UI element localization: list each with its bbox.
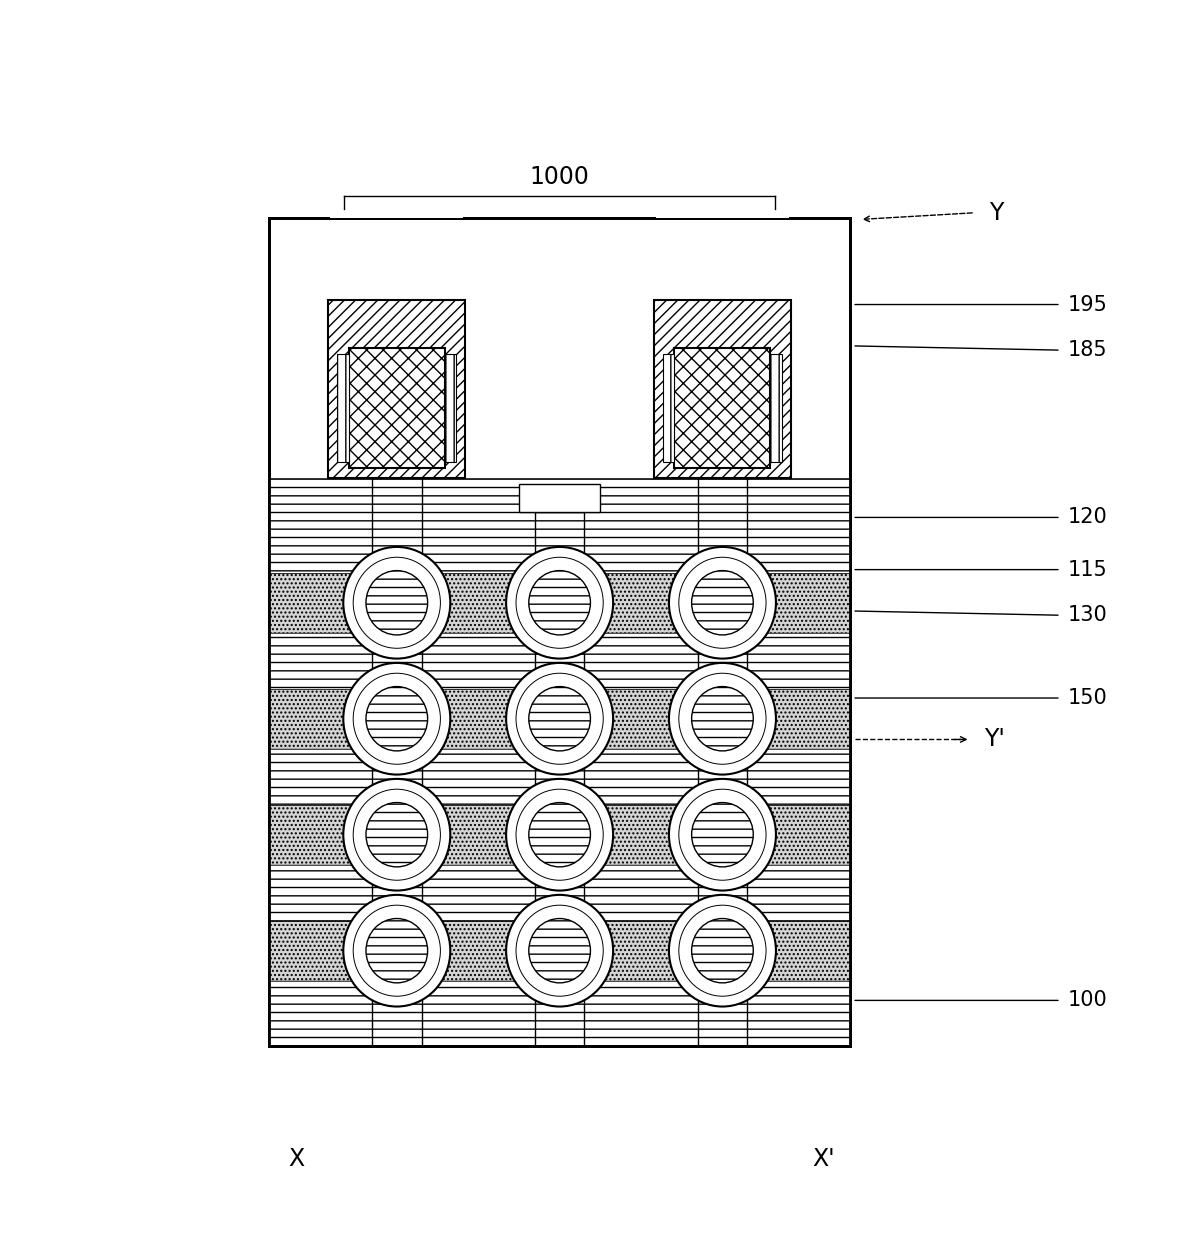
Circle shape (516, 673, 603, 764)
Circle shape (366, 570, 428, 636)
Bar (654, 300, 791, 478)
Circle shape (669, 547, 777, 658)
Circle shape (506, 894, 613, 1007)
Circle shape (692, 803, 753, 867)
Circle shape (366, 687, 428, 751)
Bar (674, 348, 771, 468)
Bar (535, 512, 585, 1046)
Bar (269, 478, 850, 573)
Bar (269, 689, 850, 748)
Circle shape (354, 557, 441, 648)
Bar (269, 478, 850, 573)
Text: 115: 115 (1067, 559, 1108, 579)
Text: 195: 195 (1067, 294, 1108, 314)
Text: 100: 100 (1067, 991, 1108, 1011)
Circle shape (343, 894, 450, 1007)
Text: 130: 130 (1067, 605, 1108, 626)
Bar (698, 478, 747, 1046)
Bar (269, 689, 850, 748)
Circle shape (692, 570, 753, 636)
Circle shape (679, 673, 766, 764)
Bar (269, 864, 850, 921)
Circle shape (354, 789, 441, 881)
Bar (269, 864, 850, 921)
Circle shape (679, 789, 766, 881)
Circle shape (366, 918, 428, 983)
Circle shape (506, 663, 613, 774)
Bar (269, 804, 850, 864)
Bar (663, 354, 674, 462)
Bar (269, 804, 850, 864)
Circle shape (529, 918, 591, 983)
Text: X': X' (812, 1147, 835, 1171)
Circle shape (529, 803, 591, 867)
Circle shape (529, 687, 591, 751)
Bar (269, 921, 850, 981)
Bar (329, 300, 466, 478)
Circle shape (516, 789, 603, 881)
Circle shape (529, 570, 591, 636)
Bar (444, 354, 456, 462)
Bar (269, 981, 850, 1046)
Circle shape (343, 547, 450, 658)
Bar (269, 748, 850, 804)
Bar (269, 218, 850, 1046)
Text: X: X (288, 1147, 304, 1171)
Circle shape (669, 894, 777, 1007)
Text: 185: 185 (1067, 340, 1106, 360)
Circle shape (366, 803, 428, 867)
Circle shape (354, 673, 441, 764)
Circle shape (679, 557, 766, 648)
Bar (519, 484, 600, 512)
Bar (771, 354, 782, 462)
Circle shape (506, 779, 613, 891)
Bar (269, 748, 850, 804)
Text: 120: 120 (1067, 508, 1108, 528)
Text: Y': Y' (984, 727, 1005, 752)
Bar (349, 348, 444, 468)
Bar (269, 218, 850, 1046)
Bar (269, 573, 850, 633)
Text: Y: Y (989, 200, 1003, 225)
Bar (337, 354, 349, 462)
Bar (372, 478, 422, 1046)
Bar (269, 921, 850, 981)
Circle shape (343, 779, 450, 891)
Circle shape (679, 906, 766, 996)
Circle shape (506, 547, 613, 658)
Text: 1000: 1000 (530, 165, 590, 189)
Circle shape (516, 557, 603, 648)
Bar (269, 633, 850, 689)
Bar (330, 214, 463, 218)
Text: 150: 150 (1067, 688, 1108, 708)
Circle shape (516, 906, 603, 996)
Bar (656, 214, 788, 218)
Circle shape (354, 906, 441, 996)
Circle shape (669, 663, 777, 774)
Bar (269, 633, 850, 689)
Circle shape (692, 687, 753, 751)
Bar (269, 981, 850, 1046)
Circle shape (343, 663, 450, 774)
Circle shape (669, 779, 777, 891)
Bar (269, 573, 850, 633)
Circle shape (692, 918, 753, 983)
